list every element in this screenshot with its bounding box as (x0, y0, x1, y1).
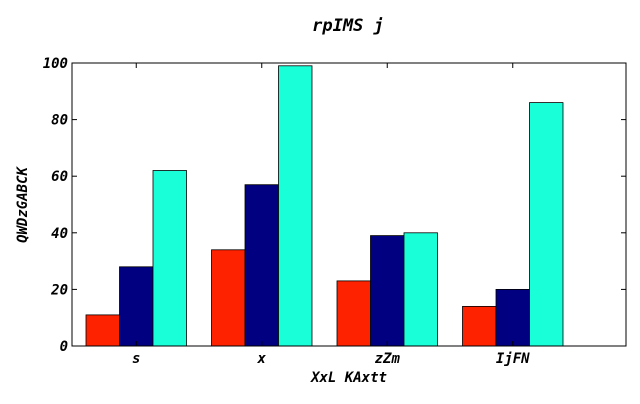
bar-series3-zZm (403, 232, 438, 347)
bar-series1-IjFN (462, 305, 497, 347)
y-tick-label: 80 (51, 113, 68, 129)
bar-series2-x (244, 184, 279, 347)
y-axis-label: QWDzGABCK (15, 166, 31, 243)
plot-frame (71, 62, 627, 347)
bar-series2-s (119, 266, 154, 347)
bar-series1-x (211, 249, 246, 347)
bar-series3-IjFN (529, 102, 564, 347)
y-tick-label: 60 (51, 169, 68, 185)
y-axis: 0 20 40 60 80 100 (43, 56, 626, 355)
x-axis: s x zZm IjFN (132, 63, 530, 367)
y-tick-label: 100 (43, 56, 68, 72)
chart-title: rpIMS j (312, 16, 384, 36)
y-tick-label: 0 (60, 339, 68, 355)
bars-layer (85, 65, 564, 347)
x-tick-label-s: s (132, 351, 140, 367)
bar-series3-s (152, 170, 187, 347)
x-tick-label-zZm: zZm (375, 351, 401, 367)
x-tick-label-IjFN: IjFN (496, 351, 530, 367)
x-axis-label: XxL KAxtt (310, 370, 387, 386)
bar-series2-zZm (370, 235, 405, 347)
bar-series1-zZm (336, 280, 371, 347)
x-tick-label-x: x (257, 351, 267, 367)
bar-series1-s (85, 314, 120, 347)
bar-series2-IjFN (495, 288, 530, 347)
bar-series3-x (278, 65, 313, 347)
y-tick-label: 40 (51, 226, 68, 242)
y-tick-label: 20 (50, 282, 68, 298)
